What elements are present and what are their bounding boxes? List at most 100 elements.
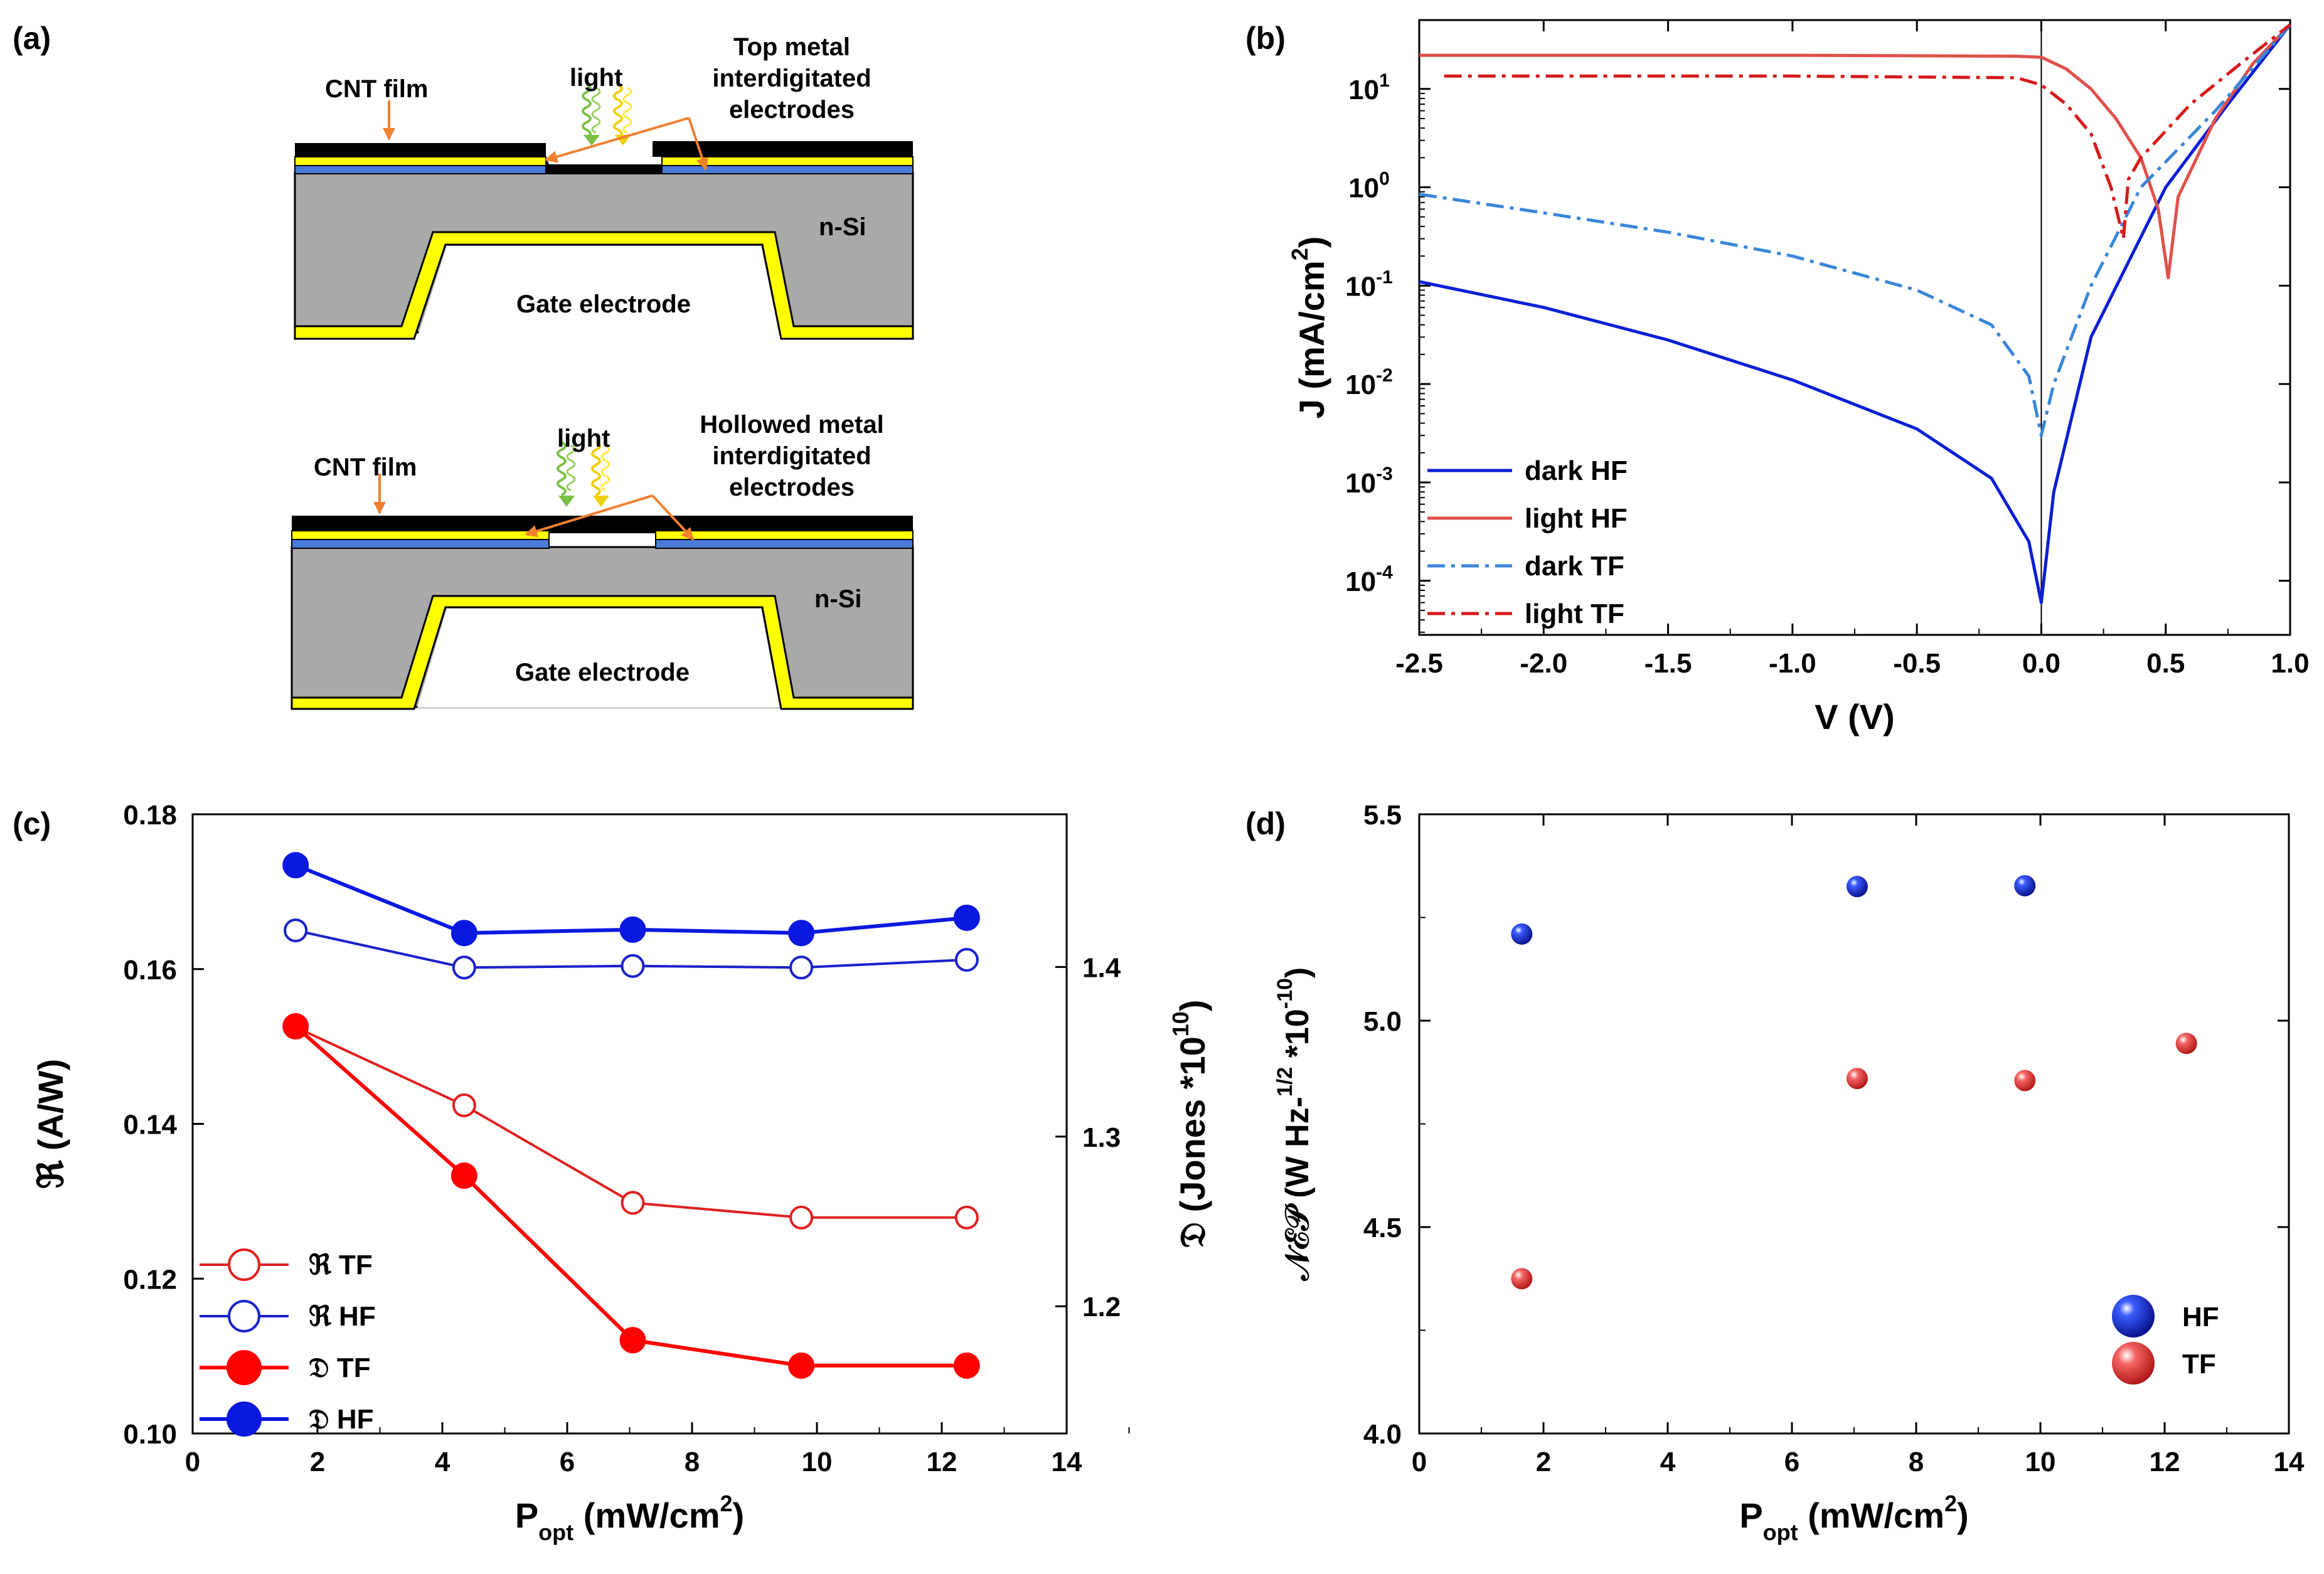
legend-label: 𝔇 TF: [309, 1353, 371, 1383]
gate-cavity: [417, 246, 780, 338]
oxide-right: [661, 164, 914, 174]
data-point-tf: [1511, 1268, 1533, 1290]
panel-b-label: (b): [1245, 21, 1286, 56]
data-point: [953, 1352, 980, 1379]
legend-label: dark HF: [1525, 455, 1628, 486]
data-point-tf: [1846, 1068, 1868, 1090]
data-point: [789, 1205, 814, 1230]
panel-d-chart: (d) 0 2 4 6 8 10 12 14 Popt (mW/cm2) 4.0 4.5 5.0 5.5…: [1245, 800, 2305, 1545]
data-point-hf: [1511, 923, 1533, 945]
data-point: [621, 1191, 645, 1215]
light-wave-yellow2-bottom-icon: [600, 444, 610, 492]
data-point-tf: [2175, 1033, 2197, 1055]
x-tick-label: 14: [1052, 1447, 1082, 1477]
x-tick-label: 2: [1536, 1447, 1551, 1477]
data-point: [452, 955, 476, 980]
electrode-pointer-arrow-right: [688, 117, 708, 171]
y-tick-label-left: 0.18: [123, 800, 177, 831]
light-wave-green2-icon: [591, 87, 601, 134]
data-point: [788, 920, 815, 947]
light-arrow-green-bottom-icon: [558, 496, 575, 507]
metal-electrode-left: [294, 156, 546, 166]
light-wave-green2-bottom-icon: [566, 444, 576, 492]
light-label: light: [570, 64, 622, 92]
legend-label: ℜ TF: [309, 1250, 373, 1280]
cnt-film-label: CNT film: [325, 75, 428, 103]
legend-label: HF: [2182, 1302, 2219, 1332]
legend-label: TF: [2182, 1349, 2216, 1380]
electrode-pointer-arrow-bottom-left: [525, 494, 653, 538]
data-point-tf: [2014, 1070, 2036, 1092]
y-tick-label: 10-4: [1345, 562, 1393, 597]
series-line-light-hf: [1419, 23, 2291, 280]
x-tick-label: 6: [560, 1447, 575, 1477]
legend-swatch-marker: [227, 1350, 262, 1385]
data-point: [789, 955, 814, 980]
light-wave-yellow-icon: [613, 83, 623, 139]
cnt-film-bottom-gap: [549, 531, 656, 533]
electrode-pointer-arrow-left: [545, 117, 690, 163]
plot-frame: [1418, 813, 2290, 1435]
y-tick-label-right: 1.4: [1082, 952, 1121, 983]
series-line-dark-hf: [1419, 23, 2291, 604]
data-point: [621, 954, 645, 978]
gate-label: Gate electrode: [516, 290, 691, 318]
legend-swatch-marker: [228, 1300, 260, 1332]
gate-label-bottom: Gate electrode: [515, 659, 690, 686]
data-point: [450, 920, 477, 947]
x-tick-label: 8: [1909, 1447, 1924, 1477]
y-tick-label: 10-3: [1345, 464, 1393, 499]
data-point: [619, 1327, 646, 1354]
light-arrow-green-icon: [584, 135, 600, 146]
x-axis-title: Popt (mW/cm2): [1739, 1491, 1968, 1545]
light-label-bottom: light: [557, 425, 610, 452]
panel-b-chart: (b) -2.5 -2.0 -1.5 -1.0 -0.5 0.0 0.5 1.0 V (V) 10…: [1245, 19, 2310, 736]
x-axis-title: V (V): [1815, 697, 1895, 736]
y-axis-title: 𝒩ℰ𝒫 (W Hz-1/2 *10-10): [1273, 967, 1316, 1282]
data-point-hf: [1846, 876, 1868, 898]
y-tick-label: 100: [1348, 169, 1390, 204]
y-tick-label-right: 1.2: [1082, 1292, 1121, 1322]
light-arrow-yellow-bottom-icon: [593, 496, 609, 507]
data-point: [450, 1162, 477, 1189]
legend-marker-tf: [2112, 1342, 2155, 1385]
data-point: [954, 947, 979, 972]
panel-a-label: (a): [13, 21, 51, 56]
y-tick-label: 5.0: [1363, 1006, 1402, 1037]
y-axis-title-right: 𝔇 (Jones *1010): [1168, 1000, 1212, 1248]
electrode-label-line2: interdigitated: [712, 65, 871, 92]
x-tick-label: 8: [685, 1447, 700, 1477]
cnt-film-top-right: [653, 141, 913, 157]
light-wave-green-icon: [582, 83, 592, 139]
x-tick-label: 0: [1412, 1447, 1427, 1477]
device-top-schematic: CNT film light Top metal interdigitated …: [294, 33, 914, 340]
data-point-hf: [2014, 875, 2036, 896]
series-line-light-tf: [1444, 23, 2291, 240]
metal-bottom-right: [655, 530, 914, 540]
legend-swatch-marker: [228, 1248, 260, 1281]
x-tick-label: 14: [2274, 1447, 2305, 1477]
y-axis-title-left: ℜ (A/W): [31, 1059, 70, 1189]
metal-bottom-left: [291, 530, 550, 540]
y-tick-label-left: 0.10: [123, 1419, 177, 1450]
data-point: [954, 1205, 979, 1230]
legend-swatch-marker: [227, 1401, 262, 1437]
y-tick-label: 10-1: [1345, 267, 1393, 302]
panel-d-plot-area: 0 2 4 6 8 10 12 14 Popt (mW/cm2) 4.0 4.5 5.0 5.5 𝒩ℰ𝒫 …: [1273, 800, 2305, 1545]
gate-cavity-bottom: [417, 609, 780, 708]
legend-label: 𝔇 HF: [309, 1404, 374, 1435]
x-tick-label: 0: [185, 1447, 200, 1477]
x-tick-label: -1.5: [1644, 648, 1692, 679]
cnt-film-gap: [546, 164, 662, 174]
y-tick-label-right: 1.3: [1082, 1122, 1121, 1153]
x-tick-label: 0.0: [2022, 648, 2060, 679]
x-tick-label: 1.0: [2271, 648, 2309, 679]
legend-label: dark TF: [1525, 551, 1624, 582]
x-tick-label: 0.5: [2146, 648, 2185, 679]
panel-c-label: (c): [13, 806, 51, 841]
panel-c-plot-area: 0 2 4 6 8 10 12 14 Popt (mW/cm2) 0.10 0.12 0.14 0.16…: [31, 800, 1212, 1545]
electrode-label-line1: Top metal: [733, 33, 850, 61]
data-point: [953, 904, 980, 931]
gate-electrode-metal: [294, 231, 914, 340]
